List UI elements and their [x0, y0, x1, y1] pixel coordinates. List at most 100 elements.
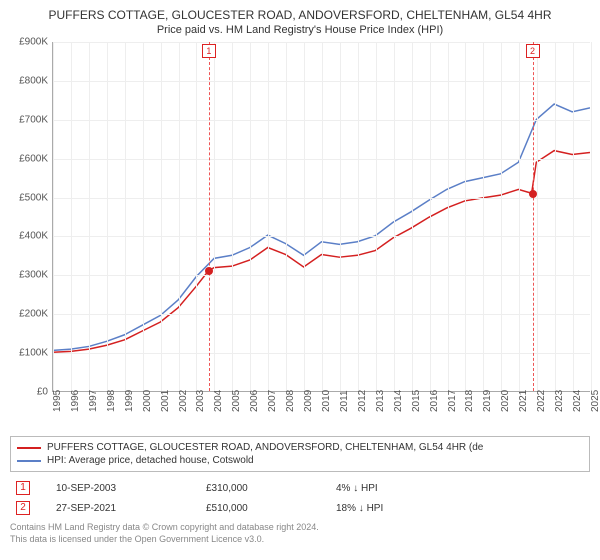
legend: PUFFERS COTTAGE, GLOUCESTER ROAD, ANDOVE… [10, 436, 590, 472]
y-tick-label: £300K [19, 270, 48, 281]
plot-area: 12 [52, 42, 590, 392]
grid-line-v [89, 42, 90, 391]
grid-line-v [304, 42, 305, 391]
grid-line-v [430, 42, 431, 391]
transaction-table: 1 10-SEP-2003£310,0004% ↓ HPI 2 27-SEP-2021… [10, 478, 590, 518]
grid-line-v [483, 42, 484, 391]
grid-line-v [358, 42, 359, 391]
x-tick-label: 2011 [339, 390, 350, 412]
grid-line-v [376, 42, 377, 391]
x-tick-label: 2022 [536, 390, 547, 412]
x-tick-label: 2013 [375, 390, 386, 412]
copyright-line2: This data is licensed under the Open Gov… [10, 534, 264, 544]
copyright: Contains HM Land Registry data © Crown c… [10, 522, 590, 545]
transaction-date: 10-SEP-2003 [50, 478, 200, 498]
grid-line-v [161, 42, 162, 391]
x-tick-label: 2004 [213, 390, 224, 412]
grid-line-v [143, 42, 144, 391]
marker-point [529, 190, 537, 198]
x-tick-label: 2012 [357, 390, 368, 412]
chart-subtitle: Price paid vs. HM Land Registry's House … [10, 24, 590, 36]
x-tick-label: 2008 [285, 390, 296, 412]
grid-line-v [53, 42, 54, 391]
grid-line-v [573, 42, 574, 391]
x-tick-label: 2021 [518, 390, 529, 412]
x-tick-label: 1999 [124, 390, 135, 412]
x-tick-label: 1996 [70, 390, 81, 412]
x-axis: 1995 1996 1997 1998 1999 2000 2001 2002 2003 2004… [52, 392, 590, 432]
chart-area: £0£100K£200K£300K£400K£500K£600K£700K£80… [10, 42, 590, 392]
x-tick-label: 2025 [590, 390, 600, 412]
y-tick-label: £700K [19, 114, 48, 125]
x-tick-label: 2000 [142, 390, 153, 412]
copyright-line1: Contains HM Land Registry data © Crown c… [10, 522, 319, 532]
grid-line-v [394, 42, 395, 391]
y-tick-label: £400K [19, 231, 48, 242]
legend-swatch [17, 460, 41, 462]
x-tick-label: 2010 [321, 390, 332, 412]
grid-line-v [286, 42, 287, 391]
legend-row: HPI: Average price, detached house, Cots… [17, 454, 583, 467]
table-row: 227-SEP-2021£510,00018% ↓ HPI [10, 498, 590, 518]
x-tick-label: 2015 [411, 390, 422, 412]
grid-line-v [196, 42, 197, 391]
table-row: 1 10-SEP-2003£310,0004% ↓ HPI [10, 478, 590, 498]
x-tick-label: 2001 [160, 390, 171, 412]
grid-line-v [214, 42, 215, 391]
grid-line-v [412, 42, 413, 391]
x-tick-label: 2003 [195, 390, 206, 412]
x-tick-label: 2014 [393, 390, 404, 412]
grid-line-v [107, 42, 108, 391]
marker-line [209, 42, 210, 391]
x-tick-label: 1997 [88, 390, 99, 412]
y-tick-label: £500K [19, 192, 48, 203]
grid-line-v [501, 42, 502, 391]
grid-line-v [555, 42, 556, 391]
x-tick-label: 2007 [267, 390, 278, 412]
y-tick-label: £800K [19, 75, 48, 86]
grid-line-v [519, 42, 520, 391]
x-tick-label: 2009 [303, 390, 314, 412]
x-tick-label: 1998 [106, 390, 117, 412]
grid-line-v [591, 42, 592, 391]
x-tick-label: 2018 [464, 390, 475, 412]
transaction-price: £310,000 [200, 478, 330, 498]
x-tick-label: 2006 [249, 390, 260, 412]
transaction-date: 27-SEP-2021 [50, 498, 200, 518]
grid-line-v [537, 42, 538, 391]
x-tick-label: 1995 [52, 390, 63, 412]
marker-box: 2 [526, 44, 540, 58]
grid-line-v [448, 42, 449, 391]
y-axis: £0£100K£200K£300K£400K£500K£600K£700K£80… [10, 42, 52, 392]
x-tick-label: 2019 [482, 390, 493, 412]
x-tick-label: 2023 [554, 390, 565, 412]
grid-line-v [71, 42, 72, 391]
transaction-marker: 2 [16, 501, 30, 515]
x-tick-label: 2017 [447, 390, 458, 412]
y-tick-label: £0 [37, 387, 48, 398]
transaction-delta: 4% ↓ HPI [330, 478, 590, 498]
x-tick-label: 2024 [572, 390, 583, 412]
grid-line-v [340, 42, 341, 391]
legend-row: PUFFERS COTTAGE, GLOUCESTER ROAD, ANDOVE… [17, 441, 583, 454]
grid-line-v [232, 42, 233, 391]
grid-line-v [465, 42, 466, 391]
x-tick-label: 2005 [231, 390, 242, 412]
x-tick-label: 2002 [178, 390, 189, 412]
marker-point [205, 267, 213, 275]
chart-title: PUFFERS COTTAGE, GLOUCESTER ROAD, ANDOVE… [10, 8, 590, 22]
y-tick-label: £200K [19, 309, 48, 320]
marker-box: 1 [202, 44, 216, 58]
grid-line-v [179, 42, 180, 391]
x-tick-label: 2016 [429, 390, 440, 412]
grid-line-v [125, 42, 126, 391]
marker-line [533, 42, 534, 391]
legend-label: PUFFERS COTTAGE, GLOUCESTER ROAD, ANDOVE… [47, 442, 483, 453]
grid-line-v [322, 42, 323, 391]
grid-line-v [268, 42, 269, 391]
transaction-marker: 1 [16, 481, 30, 495]
legend-swatch [17, 447, 41, 449]
y-tick-label: £900K [19, 37, 48, 48]
y-tick-label: £600K [19, 153, 48, 164]
y-tick-label: £100K [19, 348, 48, 359]
